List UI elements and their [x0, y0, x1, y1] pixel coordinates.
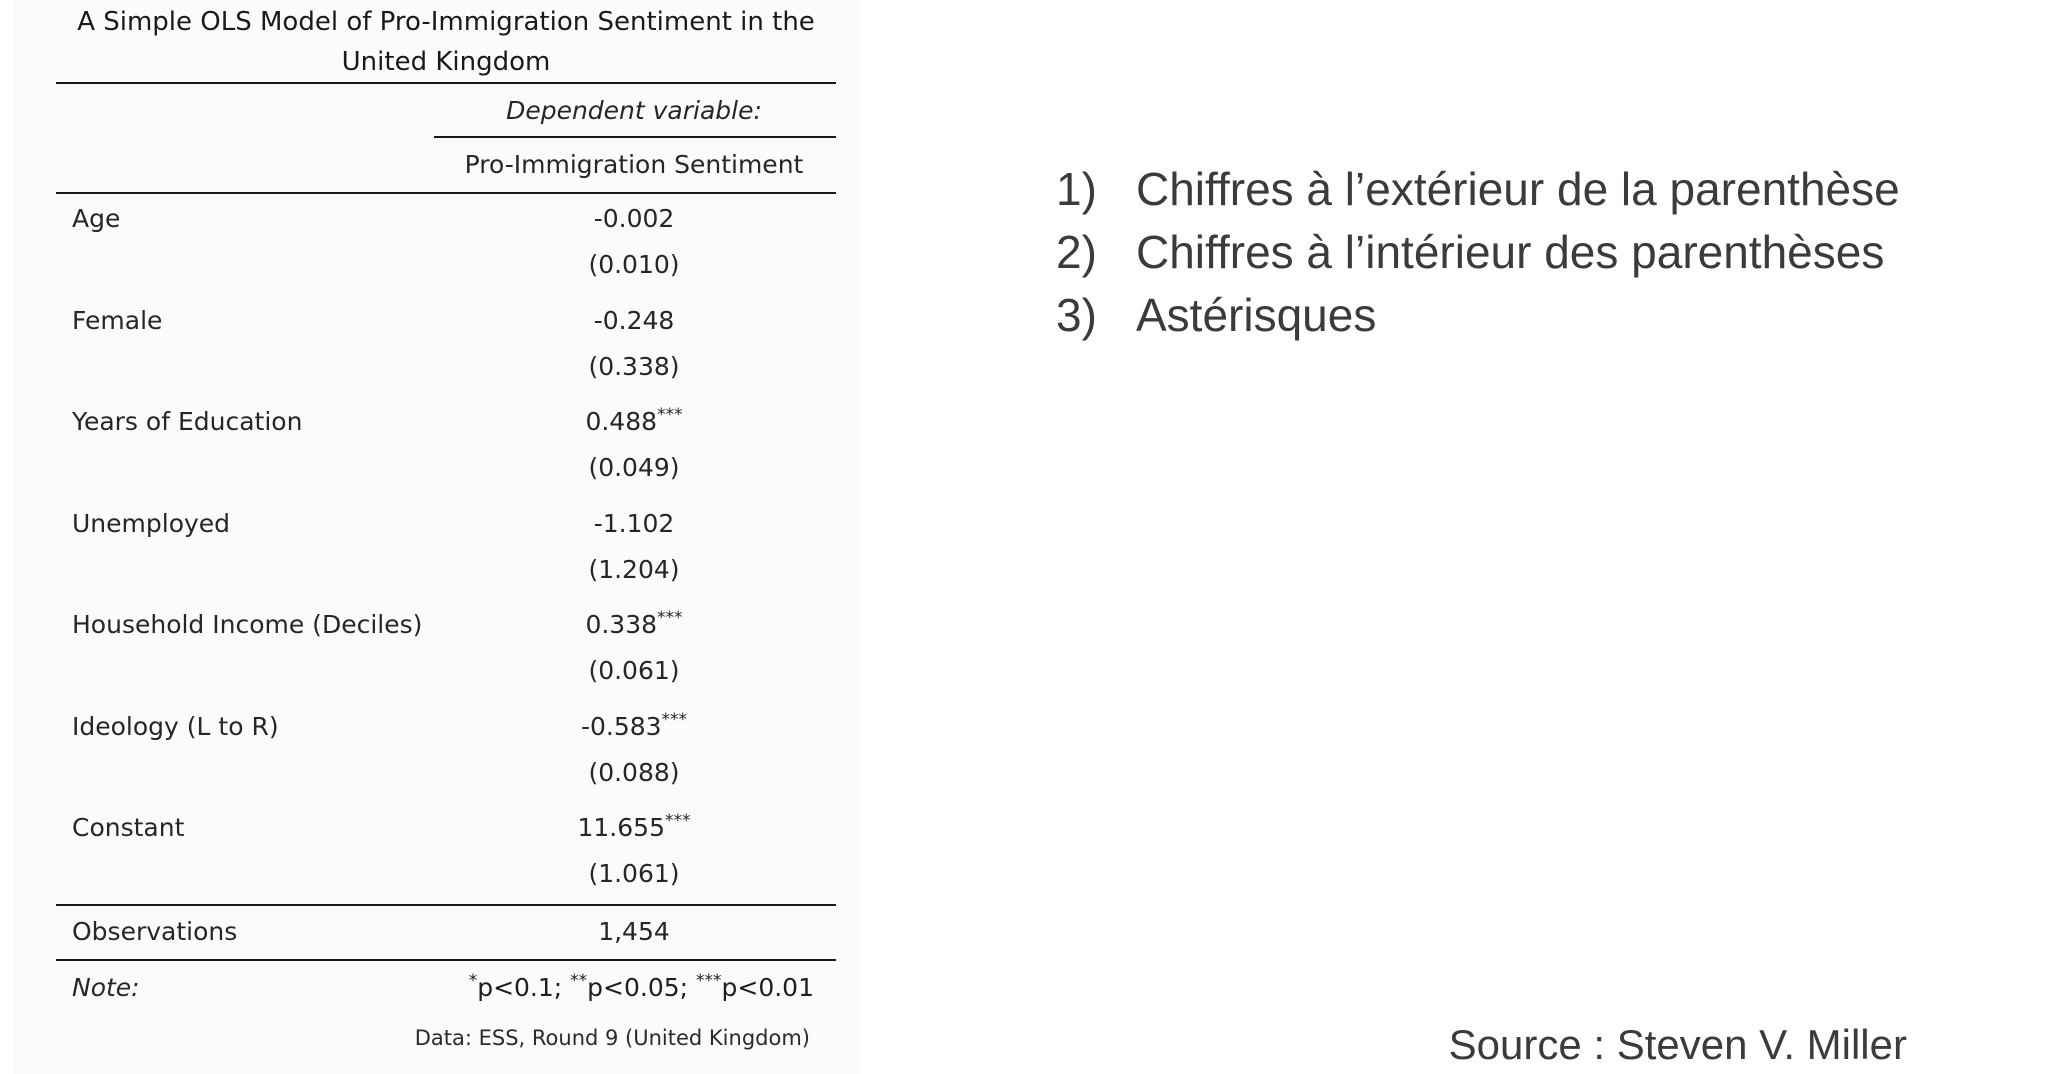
list-item: 2) Chiffres à l’intérieur des parenthèse…: [1056, 221, 1900, 284]
significance-stars: ***: [661, 710, 688, 730]
note-stars-2: **: [570, 971, 588, 991]
variable-label: Age: [72, 204, 121, 233]
variable-label: Household Income (Deciles): [72, 610, 423, 639]
note-text-2: p<0.05;: [587, 973, 697, 1002]
coefficient-value: -1.102: [434, 507, 834, 541]
standard-error-value: (1.204): [588, 555, 680, 584]
coefficient-value: -0.583***: [434, 710, 834, 744]
variable-label: Female: [72, 306, 163, 335]
source-credit: Source : Steven V. Miller: [1448, 1021, 1907, 1068]
coefficient-number: 11.655: [577, 813, 665, 842]
list-item-text: Chiffres à l’extérieur de la parenthèse: [1136, 163, 1900, 215]
coefficient-value: 0.488***: [434, 405, 834, 439]
significance-note: *p<0.1; **p<0.05; ***p<0.01: [469, 971, 814, 1005]
header-rule: [56, 192, 836, 194]
coefficient-number: -0.248: [593, 306, 675, 335]
list-item-number: 1): [1056, 163, 1097, 215]
list-item-text: Astérisques: [1136, 289, 1377, 341]
coefficient-value: -0.248: [434, 304, 834, 338]
list-item-number: 2): [1056, 226, 1097, 278]
dependent-variable-rule: [434, 136, 836, 138]
standard-error-value: (0.061): [588, 656, 680, 685]
observations-label: Observations: [72, 917, 238, 946]
coefficient-number: -0.002: [593, 204, 675, 233]
coefficient-value: -0.002: [434, 202, 834, 236]
standard-error-value: (0.338): [588, 352, 680, 381]
coefficient-value: 11.655***: [434, 811, 834, 845]
observations-value: 1,454: [598, 917, 670, 946]
note-text-1: p<0.1;: [477, 973, 571, 1002]
standard-error-value: (1.061): [588, 859, 680, 888]
list-item-number: 3): [1056, 289, 1097, 341]
list-item: 1) Chiffres à l’extérieur de la parenthè…: [1056, 158, 1900, 221]
list-item-text: Chiffres à l’intérieur des parenthèses: [1136, 226, 1885, 278]
significance-stars: ***: [657, 608, 683, 628]
significance-stars: ***: [657, 405, 683, 425]
top-rule: [56, 82, 836, 84]
coefficient-number: 0.338: [585, 610, 658, 639]
table-caption: A Simple OLS Model of Pro-Immigration Se…: [77, 7, 815, 77]
coefficient-number: -0.583: [580, 712, 662, 741]
dependent-variable-label: Dependent variable:: [506, 96, 762, 125]
note-stars-1: *: [468, 971, 478, 991]
explanation-list: 1) Chiffres à l’extérieur de la parenthè…: [1056, 158, 1900, 347]
standard-error-value: (0.010): [588, 250, 680, 279]
observations-bottom-rule: [56, 959, 836, 961]
significance-stars: ***: [664, 811, 691, 831]
standard-error-value: (0.088): [588, 758, 680, 787]
variable-label: Ideology (L to R): [72, 712, 279, 741]
note-stars-3: ***: [696, 971, 722, 991]
variable-label: Constant: [72, 813, 185, 842]
variable-label: Years of Education: [72, 407, 303, 436]
coefficient-value: 0.338***: [434, 608, 834, 642]
dependent-variable-name: Pro-Immigration Sentiment: [464, 150, 804, 179]
standard-error-value: (0.049): [588, 453, 680, 482]
note-label: Note:: [72, 973, 140, 1002]
note-text-3: p<0.01: [721, 973, 814, 1002]
list-item: 3) Astérisques: [1056, 284, 1900, 347]
coefficient-number: -1.102: [593, 509, 675, 538]
variable-label: Unemployed: [72, 509, 231, 538]
regression-table-panel: A Simple OLS Model of Pro-Immigration Se…: [14, 0, 860, 1074]
coefficient-number: 0.488: [585, 407, 658, 436]
observations-top-rule: [56, 904, 836, 906]
data-source-note: Data: ESS, Round 9 (United Kingdom): [414, 1026, 810, 1050]
